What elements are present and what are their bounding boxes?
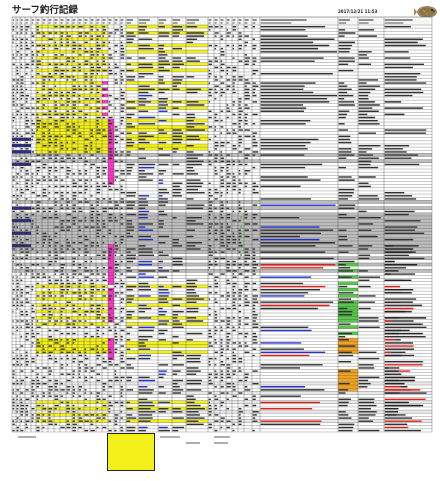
yellow-cell [126, 419, 208, 423]
yellow-cell [126, 143, 208, 148]
magenta-cell [108, 169, 114, 173]
page-title: サーフ釣行記録 [12, 5, 78, 16]
yellow-cell [126, 341, 208, 345]
row-fill [12, 219, 432, 223]
yellow-cell [126, 303, 208, 307]
green-status-cell [338, 316, 358, 320]
orange-status-cell [338, 378, 358, 382]
magenta-cell [108, 275, 114, 279]
magenta-cell [102, 93, 108, 98]
green-status-cell [338, 319, 358, 323]
magenta-cell [108, 300, 114, 304]
green-status-cell [338, 294, 358, 298]
green-status-cell [338, 287, 358, 292]
magenta-cell [102, 100, 108, 104]
orange-status-cell [338, 347, 358, 351]
yellow-cell [126, 284, 208, 288]
magenta-cell [108, 118, 114, 123]
magenta-cell [108, 291, 114, 295]
magenta-cell [102, 106, 108, 110]
magenta-cell [108, 262, 114, 267]
yellow-cell [126, 350, 208, 354]
green-status-cell [338, 281, 358, 285]
magenta-cell [108, 341, 114, 345]
navy-cell [12, 231, 31, 235]
magenta-cell [108, 313, 114, 317]
magenta-cell [108, 175, 114, 179]
magenta-cell [108, 281, 114, 285]
yellow-cell [126, 118, 208, 123]
magenta-cell [108, 303, 114, 307]
magenta-cell [108, 353, 114, 357]
magenta-cell [108, 338, 114, 342]
magenta-cell [108, 259, 114, 263]
magenta-cell [108, 162, 114, 166]
yellow-cell [126, 137, 208, 141]
green-status-cell [338, 325, 358, 329]
orange-status-cell [338, 341, 358, 345]
yellow-cell [126, 50, 208, 54]
yellow-cell [126, 106, 208, 110]
yellow-cell [126, 25, 208, 29]
row-fill [12, 410, 432, 414]
yellow-cell [126, 81, 208, 85]
magenta-cell [108, 143, 114, 148]
yellow-cell [126, 147, 208, 151]
yellow-cell [126, 43, 208, 47]
magenta-cell [108, 125, 114, 129]
magenta-cell [102, 112, 108, 116]
magenta-cell [108, 165, 114, 170]
green-status-cell [338, 306, 358, 310]
yellow-cell [126, 297, 208, 301]
magenta-cell [108, 159, 114, 163]
timestamp: 2017/12/21 11:53 [338, 9, 378, 14]
navy-cell [12, 150, 31, 154]
magenta-cell [108, 178, 114, 182]
magenta-cell [108, 347, 114, 351]
magenta-cell [108, 272, 114, 276]
magenta-cell [108, 256, 114, 260]
orange-status-cell [338, 375, 358, 379]
orange-status-cell [338, 385, 358, 389]
catch-marker-icon [239, 253, 243, 257]
orange-status-cell [338, 372, 358, 376]
magenta-cell [108, 309, 114, 314]
magenta-cell [108, 244, 114, 248]
magenta-cell [108, 172, 114, 176]
magenta-cell [108, 278, 114, 282]
magenta-cell [108, 297, 114, 301]
yellow-cell [126, 134, 208, 138]
row-fill [12, 247, 432, 251]
magenta-cell [102, 81, 108, 85]
magenta-cell [108, 269, 114, 273]
header-row [12, 17, 432, 25]
green-status-cell [338, 262, 358, 267]
row-fill [12, 381, 432, 386]
green-status-cell [338, 303, 358, 307]
flatfish-logo-icon [414, 6, 437, 18]
magenta-cell [108, 344, 114, 348]
catch-marker-icon [239, 225, 243, 229]
catch-marker-icon [239, 216, 243, 219]
yellow-cell [126, 344, 208, 348]
yellow-cell [126, 125, 208, 129]
row-fill [12, 262, 432, 267]
yellow-cell [126, 128, 208, 132]
row-fill [12, 269, 432, 273]
yellow-cell [126, 316, 208, 320]
